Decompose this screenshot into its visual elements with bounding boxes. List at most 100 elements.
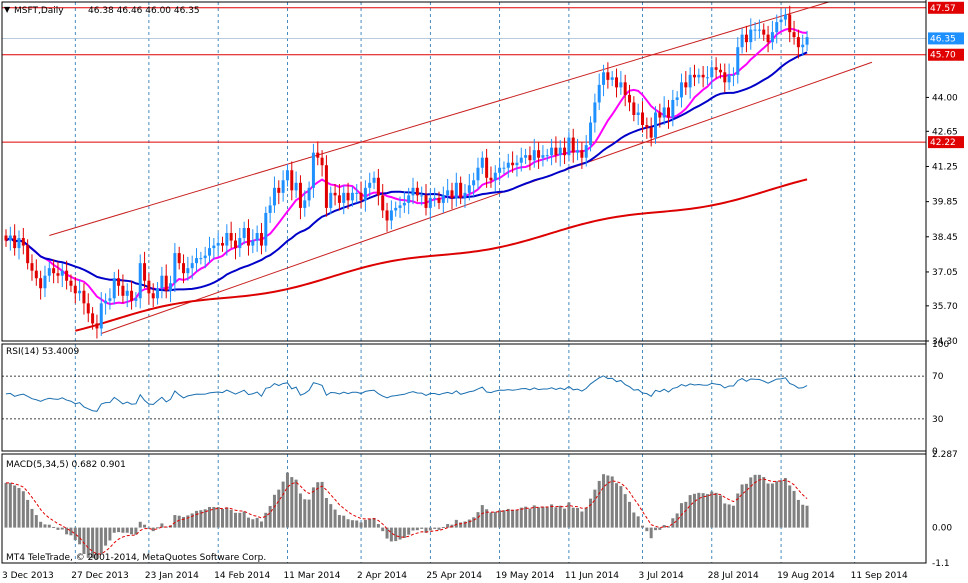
candle-body xyxy=(692,74,696,78)
time-label: 11 Mar 2014 xyxy=(283,571,340,581)
candle-body xyxy=(182,263,186,274)
macd-tick-label: 2.287 xyxy=(932,450,958,460)
macd-histogram-bar xyxy=(792,490,796,528)
candle-body xyxy=(264,212,268,246)
candle-body xyxy=(316,152,320,158)
macd-histogram-bar xyxy=(606,475,610,528)
time-label: 19 Aug 2014 xyxy=(777,571,835,581)
macd-histogram-bar xyxy=(381,527,385,532)
macd-histogram-bar xyxy=(571,507,575,528)
price-tag-label: 47.57 xyxy=(930,4,956,14)
macd-histogram-bar xyxy=(454,519,458,528)
macd-histogram-bar xyxy=(255,517,259,528)
rsi-tick-label: 100 xyxy=(932,340,949,350)
candle-body xyxy=(511,162,515,166)
dropdown-arrow-icon[interactable]: ▼ xyxy=(4,5,11,14)
macd-histogram-bar xyxy=(78,527,82,545)
candle-body xyxy=(212,245,216,249)
macd-histogram-bar xyxy=(307,499,311,528)
candle-body xyxy=(242,228,246,239)
macd-histogram-bar xyxy=(424,527,428,533)
macd-histogram-bar xyxy=(160,523,164,528)
macd-histogram-bar xyxy=(264,512,268,528)
candle-body xyxy=(537,150,541,158)
macd-histogram-bar xyxy=(541,506,545,528)
macd-histogram-bar xyxy=(242,511,246,528)
price-axes: 47.57 45.70 42.22 46.35 44.00 42.65 41.25 39.85… xyxy=(926,1,964,347)
macd-histogram-bar xyxy=(692,493,696,528)
candle-body xyxy=(385,210,389,221)
trend-channel-line[interactable] xyxy=(101,61,873,334)
macd-histogram-bar xyxy=(736,493,740,528)
candles xyxy=(4,5,809,339)
candle-body xyxy=(255,233,259,241)
candle-body xyxy=(56,273,60,276)
ma-fast-line xyxy=(5,27,808,306)
rsi-tick-label: 30 xyxy=(932,415,944,425)
macd-histogram-bar xyxy=(268,506,272,528)
candle-body xyxy=(705,77,709,79)
macd-histogram-bar xyxy=(498,510,502,528)
macd-histogram-bar xyxy=(407,527,411,535)
macd-histogram-bar xyxy=(567,502,571,528)
candle-body xyxy=(675,97,679,100)
macd-histogram-bar xyxy=(485,509,489,528)
time-label: 28 Jul 2014 xyxy=(708,571,759,581)
macd-histogram-bar xyxy=(320,481,324,528)
candle-body xyxy=(121,285,125,296)
macd-histogram-bar xyxy=(472,517,476,528)
macd-histogram-bar xyxy=(143,524,147,528)
candle-body xyxy=(17,238,21,249)
candle-body xyxy=(723,72,727,83)
macd-histogram-bar xyxy=(195,510,199,528)
candle-body xyxy=(532,150,536,161)
current-price-label: 46.35 xyxy=(930,34,956,44)
macd-histogram-bar xyxy=(363,519,367,528)
candle-body xyxy=(156,288,160,299)
candle-body xyxy=(99,303,103,329)
candle-body xyxy=(130,290,134,301)
macd-histogram-bar xyxy=(411,527,415,531)
macd-histogram-bar xyxy=(47,524,51,528)
macd-tick-label: 0.00 xyxy=(932,524,952,534)
candle-body xyxy=(229,233,233,241)
macd-histogram-bar xyxy=(558,505,562,528)
candle-body xyxy=(125,290,129,296)
candle-body xyxy=(454,182,458,198)
macd-histogram-bar xyxy=(52,526,56,528)
chart-symbol: MSFT,Daily xyxy=(14,6,64,16)
candle-body xyxy=(411,187,415,196)
candle-body xyxy=(502,167,506,169)
candle-body xyxy=(740,34,744,48)
candle-body xyxy=(91,313,95,324)
candle-body xyxy=(563,147,567,156)
candle-body xyxy=(437,197,441,203)
macd-histogram-bar xyxy=(788,485,792,528)
candle-body xyxy=(662,107,666,118)
trend-channel-line[interactable] xyxy=(49,1,829,237)
candle-body xyxy=(576,150,580,153)
macd-histogram-bar xyxy=(636,516,640,528)
rsi-title: RSI(14) 53.4009 xyxy=(6,347,79,357)
candle-body xyxy=(775,22,779,33)
macd-histogram-bar xyxy=(208,507,212,528)
candle-body xyxy=(688,74,692,88)
macd-histogram-bar xyxy=(73,527,77,541)
macd-histogram-bar xyxy=(744,483,748,528)
macd-histogram-bar xyxy=(506,508,510,528)
macd-histogram-bar xyxy=(294,479,298,528)
macd-histogram-bar xyxy=(502,510,506,528)
candle-body xyxy=(350,192,354,201)
macd-histogram-bar xyxy=(801,504,805,528)
macd-histogram-bar xyxy=(628,501,632,528)
candle-body xyxy=(628,94,632,103)
macd-histogram-bar xyxy=(757,474,761,528)
candle-body xyxy=(597,84,601,103)
candle-body xyxy=(268,205,272,213)
candle-body xyxy=(251,240,255,246)
candle-body xyxy=(554,147,558,156)
macd-histogram-bar xyxy=(285,472,289,528)
macd-histogram-bar xyxy=(177,515,181,528)
candle-body xyxy=(164,275,168,291)
candle-body xyxy=(52,268,56,274)
